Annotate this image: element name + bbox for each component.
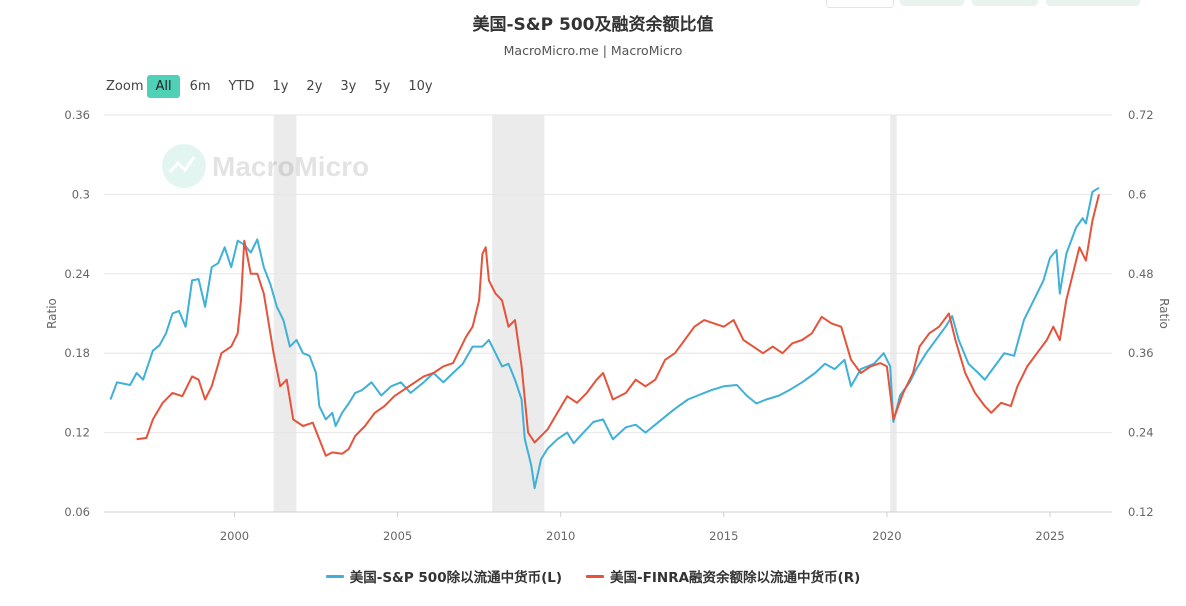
legend-item-left-series[interactable]: 美国-S&P 500除以流通中货币(L) [325, 566, 563, 586]
y-left-axis-label: Ratio [45, 298, 59, 329]
series-lines [109, 186, 1100, 490]
zoom-5y-button[interactable]: 5y [374, 79, 391, 94]
zoom-range-selector: Zoom All 6m YTD 1y 2y 3y 5y 10y [106, 75, 443, 98]
y-left-tick-label: 0.12 [64, 426, 90, 440]
axes: 0.06 0.12 0.18 0.24 0.3 0.36 0.12 0.24 0.36 0.48 0… [45, 108, 1171, 543]
toolbar-stub-1[interactable] [826, 0, 894, 8]
watermark-logo-mark [168, 156, 196, 173]
chart-subtitle: MacroMicro.me | MacroMicro [503, 43, 683, 58]
y-left-tick-label: 0.24 [64, 267, 90, 281]
legend-label-right-series: 美国-FINRA融资余额除以流通中货币(R) [610, 570, 861, 586]
watermark-logo-icon [162, 144, 206, 188]
y-left-tick-label: 0.36 [64, 108, 90, 122]
series-line-finra-margin-ratio[interactable] [136, 194, 1100, 457]
y-right-tick-label: 0.72 [1128, 108, 1154, 122]
recession-band-0 [273, 115, 297, 512]
series-line-sp500-ratio[interactable] [109, 186, 1100, 490]
y-left-tick-label: 0.18 [64, 346, 90, 360]
x-tick-label: 2005 [383, 529, 412, 543]
y-left-tick-label: 0.3 [72, 187, 90, 201]
x-tick-label: 2015 [709, 529, 738, 543]
legend: 美国-S&P 500除以流通中货币(L) 美国-FINRA融资余额除以流通中货币… [0, 566, 1186, 586]
toolbar-stub-3[interactable] [972, 0, 1038, 6]
y-right-axis-label: Ratio [1157, 298, 1171, 329]
legend-item-right-series[interactable]: 美国-FINRA融资余额除以流通中货币(R) [586, 566, 860, 586]
y-right-tick-label: 0.24 [1128, 426, 1154, 440]
grid-lines [104, 114, 1112, 513]
legend-label-left-series: 美国-S&P 500除以流通中货币(L) [349, 570, 563, 586]
toolbar-stub-4[interactable] [1046, 0, 1140, 6]
y-right-tick-label: 0.6 [1128, 187, 1146, 201]
watermark: MacroMicro [162, 144, 369, 188]
zoom-1y-button[interactable]: 1y [272, 79, 289, 94]
x-tick-label: 2025 [1035, 529, 1064, 543]
y-right-tick-label: 0.12 [1128, 505, 1154, 519]
recession-band-2 [890, 115, 897, 512]
x-tick-label: 2010 [546, 529, 575, 543]
x-tick-label: 2000 [220, 529, 249, 543]
zoom-all-button[interactable]: All [147, 75, 180, 98]
chart-title: 美国-S&P 500及融资余额比值 [472, 15, 714, 35]
legend-swatch-blue [325, 574, 344, 578]
zoom-2y-button[interactable]: 2y [306, 79, 323, 94]
zoom-6m-button[interactable]: 6m [189, 79, 211, 94]
y-right-tick-label: 0.36 [1128, 346, 1154, 360]
x-tick-label: 2020 [872, 529, 901, 543]
legend-swatch-red [586, 574, 605, 578]
watermark-text: MacroMicro [212, 151, 369, 182]
recession-shading [273, 115, 897, 512]
recession-band-1 [492, 115, 545, 512]
zoom-ytd-button[interactable]: YTD [228, 79, 255, 94]
y-left-tick-label: 0.06 [64, 505, 90, 519]
zoom-3y-button[interactable]: 3y [340, 79, 357, 94]
zoom-10y-button[interactable]: 10y [408, 79, 433, 94]
toolbar-stub-2[interactable] [900, 0, 964, 6]
zoom-label: Zoom [106, 79, 144, 94]
y-right-tick-label: 0.48 [1128, 267, 1154, 281]
